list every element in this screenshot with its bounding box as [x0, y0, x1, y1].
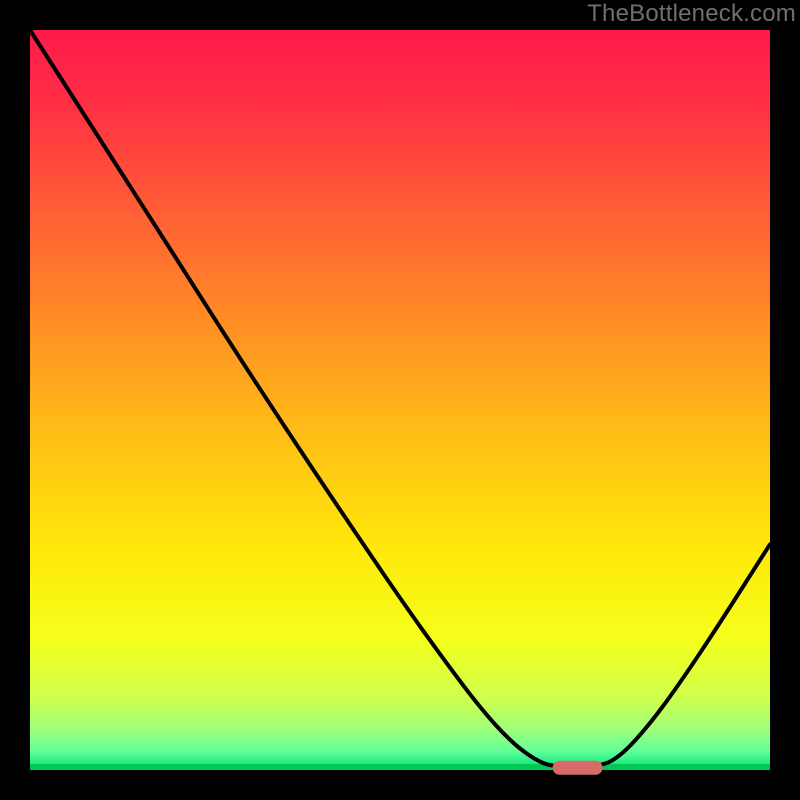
plot-background-gradient: [30, 30, 770, 770]
chart-svg: [0, 0, 800, 800]
chart-root: TheBottleneck.com: [0, 0, 800, 800]
optimal-marker: [553, 761, 603, 775]
bottom-green-band: [30, 764, 770, 770]
watermark-text: TheBottleneck.com: [587, 0, 796, 28]
